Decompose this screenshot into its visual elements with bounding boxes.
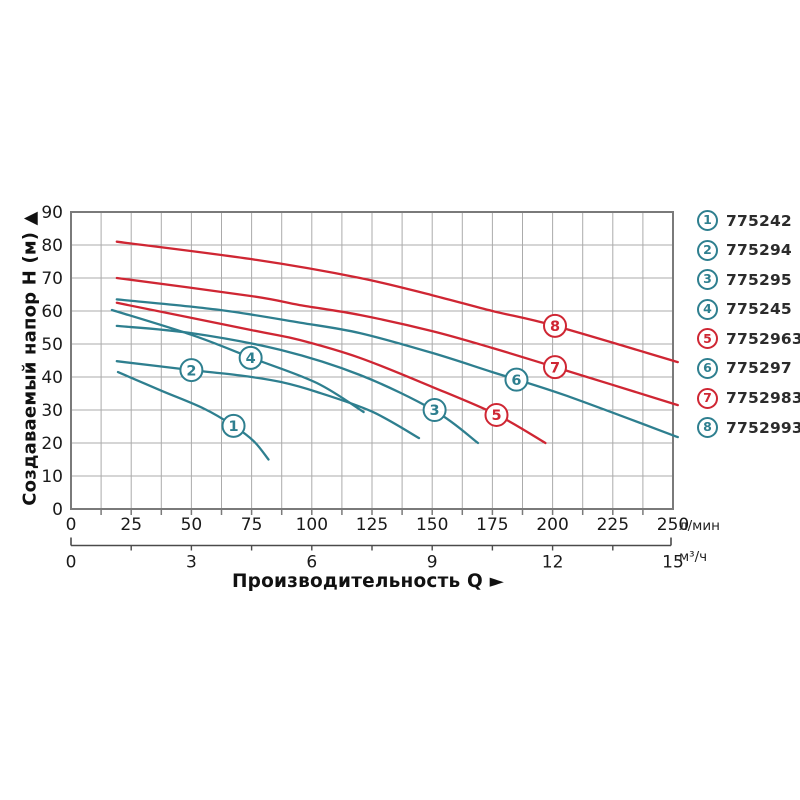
svg-text:3: 3 <box>186 553 197 573</box>
svg-text:7: 7 <box>550 360 560 376</box>
legend-code-7: 7752983 <box>726 389 800 408</box>
svg-text:90: 90 <box>41 203 63 223</box>
svg-text:200: 200 <box>536 515 568 535</box>
svg-text:3: 3 <box>430 403 440 419</box>
legend: 1 775242 2 775294 3 775295 4 775245 5 77… <box>697 210 800 439</box>
legend-code-2: 775294 <box>726 241 792 260</box>
svg-text:50: 50 <box>181 515 203 535</box>
legend-item-1: 1 775242 <box>697 210 800 231</box>
svg-text:225: 225 <box>597 515 629 535</box>
svg-text:2: 2 <box>186 363 196 379</box>
legend-marker-6: 6 <box>697 357 718 379</box>
legend-code-6: 775297 <box>726 359 792 378</box>
svg-text:0: 0 <box>52 500 63 520</box>
svg-text:9: 9 <box>427 553 438 573</box>
x-axis-title: Производительность Q ► <box>231 571 505 592</box>
svg-text:250: 250 <box>657 515 689 535</box>
svg-text:70: 70 <box>41 269 63 289</box>
svg-text:1: 1 <box>228 419 238 435</box>
legend-item-6: 6 775297 <box>697 357 800 379</box>
svg-text:60: 60 <box>41 302 63 322</box>
svg-text:10: 10 <box>41 467 63 487</box>
svg-text:20: 20 <box>41 434 63 454</box>
svg-text:150: 150 <box>416 515 448 535</box>
legend-code-8: 7752993 <box>726 418 800 437</box>
svg-text:8: 8 <box>550 319 560 335</box>
legend-item-4: 4 775245 <box>697 298 800 320</box>
legend-marker-5: 5 <box>697 328 718 350</box>
svg-text:50: 50 <box>41 335 63 355</box>
x-axis-unit-lmin: л/мин <box>679 518 720 534</box>
legend-code-5: 7752963 <box>726 329 800 348</box>
svg-text:75: 75 <box>241 515 263 535</box>
svg-text:15: 15 <box>662 553 684 573</box>
svg-text:5: 5 <box>491 408 501 424</box>
svg-text:40: 40 <box>41 368 63 388</box>
svg-text:175: 175 <box>476 515 508 535</box>
legend-marker-1: 1 <box>697 210 718 231</box>
legend-item-2: 2 775294 <box>697 239 800 261</box>
legend-code-1: 775242 <box>726 211 792 230</box>
legend-item-5: 5 7752963 <box>697 328 800 350</box>
legend-code-3: 775295 <box>726 270 792 289</box>
legend-code-4: 775245 <box>726 300 792 319</box>
x-axis-unit-m3h: м³/ч <box>679 549 708 565</box>
svg-text:30: 30 <box>41 401 63 421</box>
legend-marker-7: 7 <box>697 387 718 409</box>
svg-text:0: 0 <box>66 515 77 535</box>
legend-marker-2: 2 <box>697 239 718 261</box>
svg-text:100: 100 <box>296 515 328 535</box>
y-axis-title: Создаваемый напор Н (м) ▲ <box>19 211 41 506</box>
svg-text:25: 25 <box>120 515 142 535</box>
svg-text:4: 4 <box>246 351 256 367</box>
svg-text:125: 125 <box>356 515 388 535</box>
legend-marker-3: 3 <box>697 269 718 291</box>
svg-text:0: 0 <box>66 553 77 573</box>
legend-marker-8: 8 <box>697 417 718 439</box>
legend-item-8: 8 7752993 <box>697 417 800 439</box>
svg-text:6: 6 <box>306 553 317 573</box>
svg-text:6: 6 <box>511 373 521 389</box>
legend-item-7: 7 7752983 <box>697 387 800 409</box>
legend-item-3: 3 775295 <box>697 269 800 291</box>
svg-text:80: 80 <box>41 236 63 256</box>
svg-text:12: 12 <box>542 553 564 573</box>
legend-marker-4: 4 <box>697 298 718 320</box>
